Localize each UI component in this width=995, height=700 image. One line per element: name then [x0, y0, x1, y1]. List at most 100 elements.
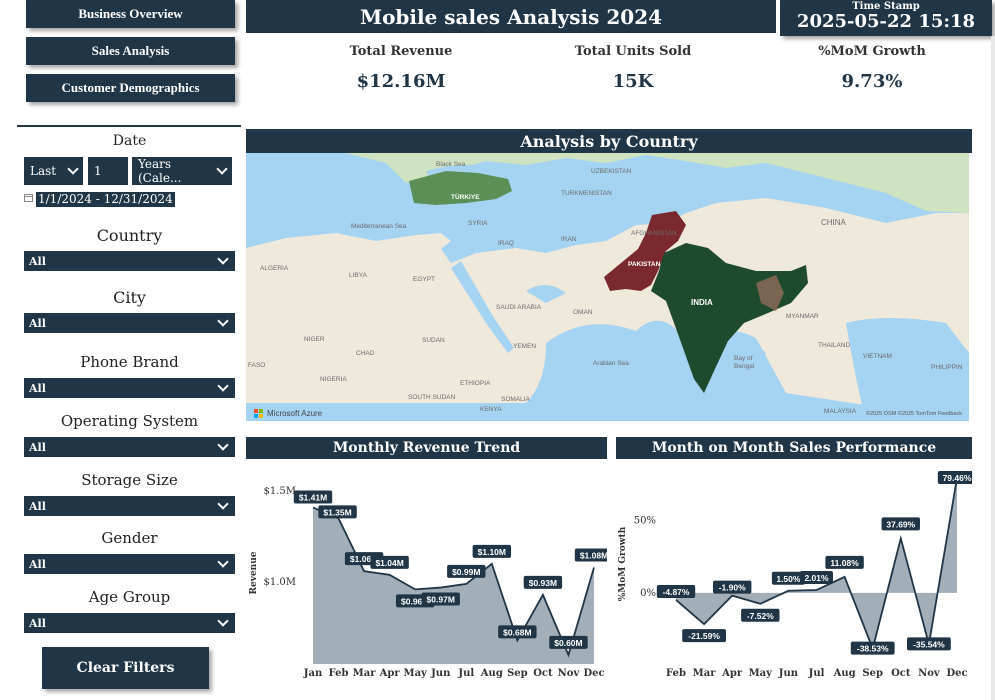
sales-analysis-button[interactable]: Sales Analysis	[26, 37, 235, 65]
x-tick-label: Jul	[457, 668, 474, 679]
y-tick-label: 0%	[640, 588, 656, 599]
x-tick-label: Sep	[862, 668, 883, 679]
data-label-bg	[713, 580, 752, 594]
country-pakistan[interactable]	[604, 211, 686, 291]
city-select[interactable]: All	[24, 313, 235, 333]
revenue-chart-title: Monthly Revenue Trend	[246, 437, 607, 459]
data-label-bg	[937, 471, 977, 485]
y-tick-label: $1.0M	[263, 577, 296, 588]
svg-text:AFGHANISTAN: AFGHANISTAN	[631, 230, 677, 237]
data-label: -4.87%	[663, 587, 690, 597]
data-label-bg	[421, 592, 460, 606]
svg-text:PHILIPPIN: PHILIPPIN	[931, 364, 963, 371]
svg-text:INDIA: INDIA	[691, 298, 713, 307]
data-label-bg	[881, 517, 920, 531]
svg-text:OMAN: OMAN	[573, 309, 593, 316]
kpi-label: Total Units Sold	[574, 44, 692, 59]
phone-brand-select[interactable]: All	[24, 378, 235, 398]
date-count-value: 1	[94, 164, 102, 178]
date-unit-value: Years (Cale...	[138, 157, 182, 185]
mom-chart-title: Month on Month Sales Performance	[616, 437, 972, 459]
x-tick-label: Sep	[507, 668, 528, 679]
svg-text:Bay of: Bay of	[734, 355, 753, 362]
phone-brand-filter-label: Phone Brand	[80, 353, 179, 371]
data-label-bg	[682, 629, 726, 643]
gender-select-value: All	[29, 557, 46, 571]
x-tick-label: Feb	[666, 668, 686, 679]
date-count-input[interactable]: 1	[88, 157, 128, 185]
page-border	[991, 36, 995, 700]
data-label-bg	[771, 571, 805, 585]
data-label-bg	[850, 641, 895, 655]
data-label: -21.59%	[688, 631, 720, 641]
kpi-value: 9.73%	[841, 71, 903, 92]
map-attribution-right[interactable]: ©2025 OSM ©2025 TomTom Feedback	[866, 410, 962, 417]
date-unit-select[interactable]: Years (Cale...	[132, 157, 232, 185]
storage-select[interactable]: All	[24, 496, 235, 516]
data-label-bg	[656, 584, 696, 598]
data-label-bg	[549, 635, 588, 649]
country-select[interactable]: All	[24, 251, 235, 271]
svg-text:EGYPT: EGYPT	[413, 276, 435, 283]
chevron-down-icon	[217, 380, 229, 392]
svg-text:FASO: FASO	[248, 362, 265, 369]
svg-text:IRAN: IRAN	[561, 236, 577, 243]
data-label-bg	[574, 548, 614, 562]
clear-filters-button[interactable]: Clear Filters	[42, 647, 209, 689]
data-label-bg	[498, 625, 537, 639]
x-tick-label: Aug	[480, 668, 503, 679]
x-tick-label: Oct	[891, 668, 911, 679]
date-period-select[interactable]: Last	[24, 157, 83, 185]
svg-text:IRAQ: IRAQ	[498, 240, 514, 247]
customer-demographics-button[interactable]: Customer Demographics	[26, 74, 235, 102]
x-tick-label: Oct	[533, 668, 553, 679]
x-tick-label: Mar	[353, 668, 377, 679]
country-bangladesh[interactable]	[756, 275, 784, 311]
os-select[interactable]: All	[24, 437, 235, 457]
chevron-down-icon	[216, 163, 228, 175]
map-canvas[interactable]: Black Sea TÜRKIYE TURKMENISTAN UZBEKISTA…	[246, 153, 969, 421]
map-title: Analysis by Country	[246, 129, 972, 153]
x-tick-label: Jun	[778, 668, 799, 679]
age-group-select[interactable]: All	[24, 613, 235, 633]
data-label: $1.10M	[478, 547, 506, 557]
country-turkey[interactable]	[409, 171, 512, 205]
svg-text:NIGER: NIGER	[304, 336, 325, 343]
x-tick-label: Dec	[946, 668, 967, 679]
y-axis-label: %MoM Growth	[618, 526, 628, 601]
gender-select[interactable]: All	[24, 554, 235, 574]
revenue-chart-svg: $1.5M $1.0M Revenue Jan Feb Mar Apr May Jun Jul Au…	[249, 486, 614, 679]
storage-select-value: All	[29, 499, 46, 513]
x-tick-label: Jan	[303, 668, 323, 679]
data-label: $0.99M	[452, 567, 480, 577]
city-filter-label: City	[113, 288, 146, 307]
x-tick-label: Apr	[379, 668, 401, 679]
svg-text:YEMEN: YEMEN	[513, 343, 536, 350]
svg-text:SUDAN: SUDAN	[422, 337, 445, 344]
svg-text:ALGERIA: ALGERIA	[260, 265, 289, 272]
data-label: 37.69%	[886, 519, 915, 529]
timestamp-card: Time Stamp 2025-05-22 15:18	[780, 0, 992, 36]
data-label-bg	[825, 555, 864, 569]
gender-filter-label: Gender	[101, 529, 158, 547]
svg-text:Mediterranean Sea: Mediterranean Sea	[351, 223, 407, 230]
business-overview-button[interactable]: Business Overview	[26, 0, 235, 28]
data-label: -1.90%	[719, 583, 746, 593]
country-map[interactable]: Black Sea TÜRKIYE TURKMENISTAN UZBEKISTA…	[246, 153, 969, 421]
x-tick-label: Dec	[583, 668, 604, 679]
data-label: -38.53%	[857, 644, 889, 654]
x-tick-label: Nov	[558, 668, 581, 679]
calendar-icon[interactable]	[24, 193, 33, 202]
chevron-down-icon	[217, 253, 229, 265]
svg-text:MALAYSIA: MALAYSIA	[824, 408, 857, 415]
svg-text:UZBEKISTAN: UZBEKISTAN	[591, 168, 632, 175]
data-label: 79.46%	[943, 473, 972, 483]
series-line	[675, 477, 958, 652]
mom-chart: 50% 0% %MoM Growth Feb Mar Apr May Jun Jul Aug Sep…	[616, 462, 977, 682]
data-label: $0.97M	[427, 595, 455, 605]
svg-text:VIETNAM: VIETNAM	[863, 353, 892, 360]
svg-text:NIGERIA: NIGERIA	[320, 376, 347, 383]
data-label-bg	[318, 505, 357, 519]
data-label-bg	[523, 575, 563, 589]
date-period-value: Last	[30, 164, 57, 178]
